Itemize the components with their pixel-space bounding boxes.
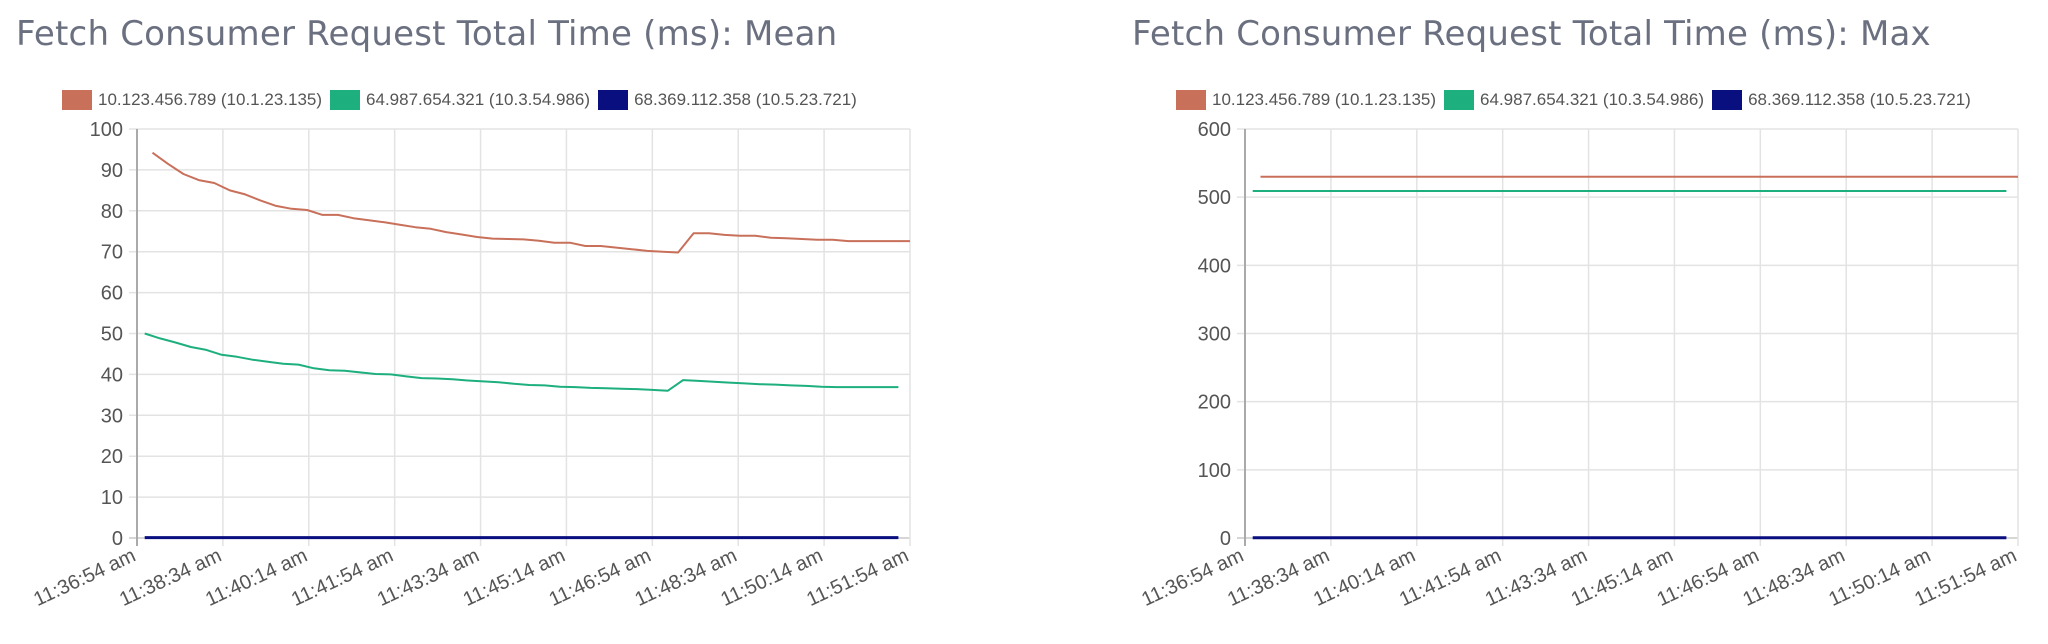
legend-label-series-1: 10.123.456.789 (10.1.23.135)	[98, 90, 323, 109]
legend-label-series-3: 68.369.112.358 (10.5.23.721)	[1748, 90, 1971, 109]
legend-label-series-3: 68.369.112.358 (10.5.23.721)	[634, 90, 857, 109]
y-tick-label: 70	[101, 242, 123, 264]
y-tick-label: 100	[1198, 460, 1231, 482]
legend-label-series-1: 10.123.456.789 (10.1.23.135)	[1212, 90, 1437, 109]
legend-label-series-2: 64.987.654.321 (10.3.54.986)	[366, 90, 591, 109]
y-tick-label: 80	[101, 201, 123, 223]
y-tick-label: 400	[1198, 255, 1231, 277]
max-chart-title: Fetch Consumer Request Total Time (ms): …	[1132, 14, 1931, 54]
legend-item-series-3[interactable]: 68.369.112.358 (10.5.23.721)	[598, 90, 857, 110]
legend-item-series-2[interactable]: 64.987.654.321 (10.3.54.986)	[330, 90, 590, 110]
legend-swatch-series-2	[330, 90, 361, 110]
y-tick-label: 50	[101, 324, 123, 346]
series-line-1[interactable]	[151, 151, 911, 254]
y-tick-label: 300	[1198, 324, 1231, 346]
y-tick-label: 600	[1198, 119, 1231, 141]
legend-item-series-3[interactable]: 68.369.112.358 (10.5.23.721)	[1712, 90, 1971, 110]
mean-chart-title: Fetch Consumer Request Total Time (ms): …	[16, 14, 838, 54]
legend-label-series-2: 64.987.654.321 (10.3.54.986)	[1480, 90, 1705, 109]
legend-swatch-series-1	[1176, 90, 1206, 110]
mean-chart-legend: 10.123.456.789 (10.1.23.135) 64.987.654.…	[62, 90, 857, 110]
max-chart-legend: 10.123.456.789 (10.1.23.135) 64.987.654.…	[1176, 90, 1971, 110]
max-chart-panel: Fetch Consumer Request Total Time (ms): …	[1114, 0, 2048, 644]
y-tick-label: 0	[112, 528, 123, 550]
y-tick-label: 20	[101, 446, 123, 468]
y-tick-label: 40	[101, 364, 123, 386]
y-tick-label: 500	[1198, 187, 1231, 209]
legend-swatch-series-3	[598, 90, 629, 110]
y-tick-label: 100	[90, 119, 123, 141]
legend-swatch-series-1	[62, 90, 92, 110]
y-tick-label: 0	[1220, 528, 1231, 550]
legend-item-series-1[interactable]: 10.123.456.789 (10.1.23.135)	[62, 90, 322, 110]
legend-swatch-series-3	[1712, 90, 1743, 110]
legend-item-series-1[interactable]: 10.123.456.789 (10.1.23.135)	[1176, 90, 1436, 110]
y-tick-label: 10	[101, 487, 123, 509]
series-line-2[interactable]	[144, 332, 899, 392]
y-tick-label: 200	[1198, 392, 1231, 414]
legend-swatch-series-2	[1444, 90, 1475, 110]
legend-item-series-2[interactable]: 64.987.654.321 (10.3.54.986)	[1444, 90, 1704, 110]
mean-chart-panel: Fetch Consumer Request Total Time (ms): …	[0, 0, 1000, 644]
y-tick-label: 90	[101, 160, 123, 182]
y-tick-label: 60	[101, 283, 123, 305]
y-tick-label: 30	[101, 405, 123, 427]
